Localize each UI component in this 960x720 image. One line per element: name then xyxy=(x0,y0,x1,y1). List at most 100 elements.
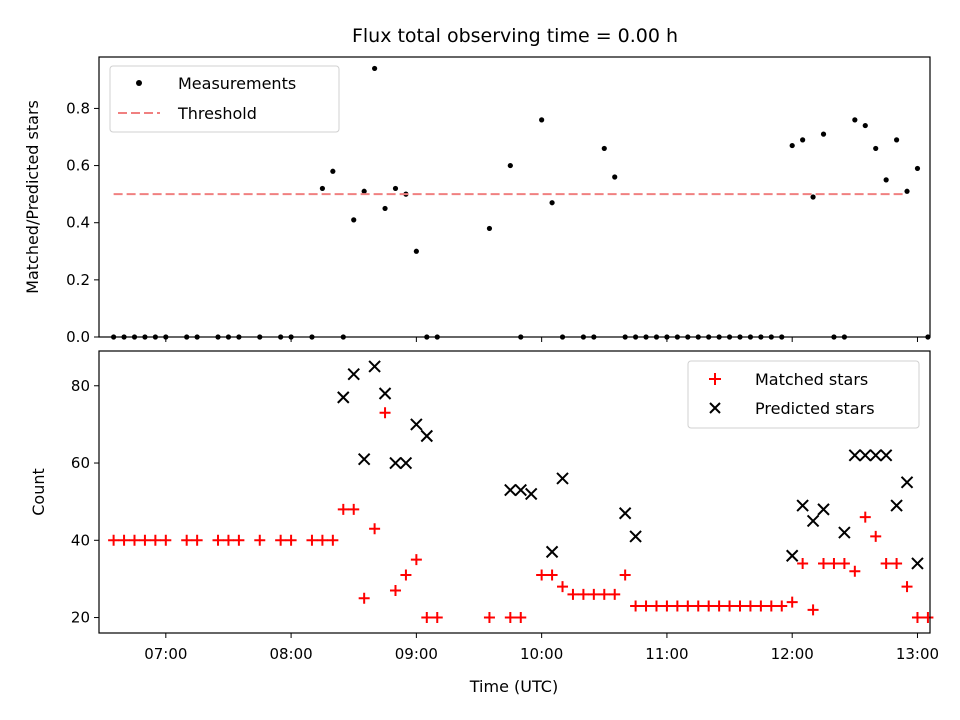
matched-star-point xyxy=(682,600,694,612)
predicted-star-point xyxy=(806,514,820,528)
matched-star-point xyxy=(911,612,923,624)
predicted-star-point xyxy=(545,545,559,559)
matched-star-point xyxy=(191,534,203,546)
measurement-point xyxy=(612,174,618,180)
x-tick-label: 12:00 xyxy=(771,645,814,663)
predicted-star-point xyxy=(618,507,632,520)
measurement-point xyxy=(914,165,921,172)
measurement-point xyxy=(800,137,806,143)
bottom-panel-y-axis-label: Count xyxy=(29,468,48,516)
predicted-star-point xyxy=(785,549,799,562)
measurement-point xyxy=(330,168,336,174)
measurement-point xyxy=(382,205,388,212)
predicted-star-point xyxy=(524,487,538,501)
legend-measurements-label: Measurements xyxy=(178,74,296,93)
matched-star-point xyxy=(724,600,736,612)
matched-star-point xyxy=(630,600,642,612)
x-tick-label: 09:00 xyxy=(395,645,438,663)
predicted-star-point xyxy=(504,483,517,497)
matched-star-point xyxy=(181,534,193,546)
matched-star-point xyxy=(671,600,683,612)
matched-star-point xyxy=(713,600,725,612)
matched-star-point xyxy=(650,600,662,612)
matched-star-point xyxy=(828,557,840,569)
bottom-legend-box xyxy=(687,360,920,429)
matched-star-point xyxy=(838,557,850,569)
matched-star-point xyxy=(149,534,161,546)
matched-star-point xyxy=(233,534,245,546)
matched-star-point xyxy=(536,569,548,581)
predicted-star-point xyxy=(900,476,914,489)
predicted-star-point xyxy=(817,503,830,516)
legend-matched-marker xyxy=(709,373,721,385)
matched-star-point xyxy=(254,534,266,546)
matched-star-point xyxy=(108,534,120,546)
matched-star-point xyxy=(410,554,422,566)
measurement-point xyxy=(601,145,607,152)
matched-star-point xyxy=(922,612,934,624)
matched-star-point xyxy=(515,612,527,624)
y-tick-label: 0.6 xyxy=(66,157,90,175)
predicted-star-point xyxy=(514,483,527,497)
predicted-star-point xyxy=(796,499,809,512)
matched-star-point xyxy=(849,565,861,577)
predicted-star-point xyxy=(869,449,882,462)
measurement-point xyxy=(789,142,795,149)
matched-star-point xyxy=(128,534,140,546)
measurement-point xyxy=(883,177,889,183)
matched-star-point xyxy=(807,604,819,616)
predicted-star-point xyxy=(357,452,371,466)
matched-star-point xyxy=(692,600,704,612)
measurement-point xyxy=(873,145,879,152)
measurement-point xyxy=(507,162,513,169)
measurement-point xyxy=(486,225,493,232)
measurement-point xyxy=(351,217,357,223)
matched-star-point xyxy=(139,534,151,546)
matched-star-point xyxy=(348,503,360,515)
top-panel-frame xyxy=(98,56,931,338)
predicted-star-point xyxy=(378,387,392,400)
predicted-star-point xyxy=(859,449,872,462)
predicted-star-point xyxy=(890,499,903,512)
predicted-star-point xyxy=(337,391,350,404)
matched-star-point xyxy=(222,534,234,546)
matched-star-point xyxy=(640,600,652,612)
matched-star-point xyxy=(160,534,172,546)
y-tick-label: 40 xyxy=(71,531,90,549)
top-panel-y-axis-label: Matched/Predicted stars xyxy=(23,100,42,294)
matched-star-point xyxy=(609,588,621,600)
predicted-star-point xyxy=(368,360,381,373)
predicted-star-point xyxy=(838,526,851,539)
measurement-point xyxy=(392,185,399,192)
measurement-point xyxy=(810,194,816,200)
predicted-star-point xyxy=(347,367,360,381)
predicted-star-point xyxy=(879,449,893,462)
matched-star-point xyxy=(818,557,830,569)
matched-star-point xyxy=(337,503,349,515)
matched-star-point xyxy=(483,612,495,624)
top-legend: Measurements Threshold xyxy=(109,65,340,133)
legend-threshold-label: Threshold xyxy=(177,104,257,123)
matched-star-point xyxy=(285,534,297,546)
matched-star-point xyxy=(557,581,569,593)
matched-star-point xyxy=(598,588,610,600)
measurement-point xyxy=(852,117,858,123)
measurement-point xyxy=(361,188,367,194)
predicted-star-point xyxy=(848,449,862,462)
measurement-point xyxy=(413,248,419,254)
matched-star-point xyxy=(880,557,892,569)
top-panel-x-ticks xyxy=(165,337,918,342)
matched-star-point xyxy=(859,511,871,523)
legend-matched-label: Matched stars xyxy=(755,370,868,389)
matched-star-point xyxy=(577,588,589,600)
bottom-panel: 07:00 08:00 09:00 10:00 11:00 12:00 13:00 20 40… xyxy=(29,350,939,696)
y-tick-label: 0.0 xyxy=(66,328,90,346)
predicted-star-point xyxy=(410,418,423,431)
matched-star-point xyxy=(546,569,558,581)
matched-star-point xyxy=(755,600,767,612)
top-panel-y-ticks: 0.0 0.2 0.4 0.6 0.8 xyxy=(66,99,99,346)
matched-star-point xyxy=(358,592,370,604)
matched-star-point xyxy=(567,588,579,600)
legend-measurements-marker xyxy=(136,80,142,86)
